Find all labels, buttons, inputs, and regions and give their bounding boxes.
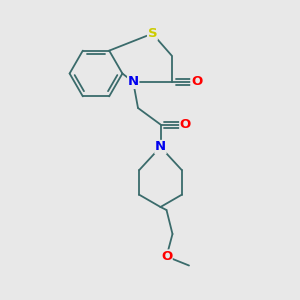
Text: O: O bbox=[161, 250, 172, 263]
Text: S: S bbox=[148, 27, 157, 40]
Text: O: O bbox=[191, 75, 202, 88]
Text: N: N bbox=[128, 75, 139, 88]
Text: O: O bbox=[180, 118, 191, 131]
Text: N: N bbox=[155, 140, 166, 154]
